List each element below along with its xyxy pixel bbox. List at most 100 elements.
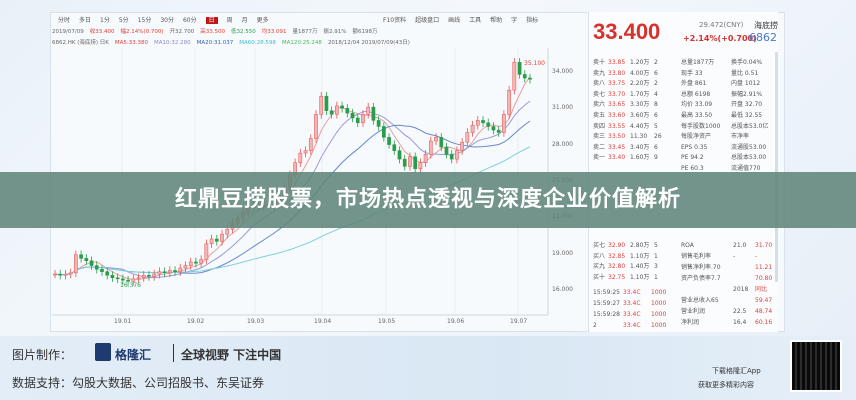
toolbar-button[interactable]: 工具	[469, 17, 482, 24]
stat: 每手股数1000	[681, 122, 721, 130]
divider	[173, 344, 174, 362]
toolbar-button[interactable]: 超级盘口	[415, 17, 440, 24]
cell: 卖六	[593, 101, 606, 109]
candle	[162, 271, 167, 274]
ask-row: 卖六 33.65 3.30万 8	[593, 100, 666, 110]
cell: 买十	[593, 273, 606, 281]
candle	[528, 77, 532, 80]
stat-row: 最高 33.50 最低 32.55	[681, 111, 777, 121]
cell: 2	[654, 59, 658, 66]
stat-row: 现手 33 量比 0.51	[681, 69, 777, 79]
candle	[225, 229, 230, 235]
candle	[314, 114, 318, 139]
stat: PE 94.2	[681, 154, 704, 162]
cell: 9	[654, 154, 658, 162]
toolbar-button[interactable]: 画线	[448, 17, 461, 24]
stat: 内盘 1012	[731, 80, 761, 88]
ask-row: 卖八 33.75 2.20万 2	[593, 79, 666, 89]
candle	[329, 110, 334, 115]
candle	[167, 270, 172, 274]
ma-info-line: 6862.HK (海底捞) 日K MA5:33.380 MA10:32.280 MA2…	[52, 38, 416, 46]
candle	[157, 271, 162, 275]
candle	[115, 277, 120, 280]
ask-row: 卖十 33.85 1.20万 2	[593, 58, 666, 68]
tab-period[interactable]: 月	[241, 17, 248, 24]
tab-period[interactable]: 多日	[79, 17, 92, 24]
cell: 33.4C	[623, 300, 641, 307]
date: 2019/07/09	[52, 29, 84, 35]
candle	[345, 108, 350, 114]
stat-row: PE 94.2 总股本53.00	[681, 153, 777, 163]
candle	[455, 150, 459, 160]
toolbar-button[interactable]: F10资料	[383, 17, 407, 24]
candle	[68, 272, 73, 275]
tab-period[interactable]: 日	[205, 17, 218, 24]
candle	[94, 265, 99, 270]
toolbar-button[interactable]: 字	[511, 17, 518, 24]
open: 开32.700	[169, 29, 195, 35]
y-tick-label: 19.000	[552, 249, 573, 257]
candle	[110, 275, 115, 278]
cell: 3.40万	[630, 143, 650, 151]
tab-period[interactable]: 30分	[160, 17, 174, 24]
tab-period[interactable]: 周	[226, 17, 233, 24]
trade-tick-row: 15:59:27 33.4C 1000	[593, 299, 671, 309]
cell: 8	[654, 101, 658, 109]
x-tick-label: 19.03	[247, 318, 265, 325]
cell: 31.70	[755, 242, 773, 249]
candle	[84, 258, 89, 262]
cell: 32.80	[608, 263, 626, 271]
cell: 4	[654, 90, 658, 98]
date-range[interactable]: 2018/12/04 2019/07/09(43日)	[327, 40, 410, 46]
candle	[502, 114, 506, 133]
trade-tick-row: 15:59:25 33.4C 1000	[593, 288, 671, 298]
toolbar-button[interactable]: 帮助	[490, 17, 503, 24]
candle	[486, 122, 491, 127]
candle	[303, 150, 308, 154]
candle	[355, 117, 360, 124]
cell: 33.70	[608, 90, 626, 98]
qr-code-icon[interactable]	[790, 340, 842, 392]
tab-period[interactable]: 1分	[100, 17, 110, 24]
scrollbar[interactable]	[775, 52, 778, 282]
gelonghui-logo-icon	[95, 343, 111, 361]
quote-info-line: 2019/07/09 收33.400 幅2.14%(0.700) 开32.700 高33…	[52, 27, 383, 35]
tab-period[interactable]: 15分	[137, 17, 152, 24]
cell: 1000	[651, 300, 667, 307]
cell: 买八	[593, 252, 606, 260]
stock-code: 6862	[749, 31, 777, 44]
tab-period[interactable]: 5分	[118, 17, 129, 24]
y-tick-label: 31.000	[552, 104, 573, 112]
tab-period[interactable]: 更多	[256, 17, 269, 24]
footer	[0, 336, 856, 400]
ma5: MA5:33.380	[114, 40, 148, 46]
financial-row: 营业总收入65 59.47	[681, 296, 775, 306]
x-tick-label: 19.02	[187, 318, 205, 325]
cell: 1.20万	[630, 59, 650, 66]
cell: 33.50	[608, 133, 626, 141]
cell: 33.85	[608, 59, 626, 66]
cell: 1.10万	[630, 273, 650, 281]
bid-row: 买九 32.80 1.40万 3	[593, 262, 666, 272]
tab-period[interactable]: 分时	[58, 17, 71, 24]
ma20: MA20:31.037	[196, 40, 234, 46]
tools-toolbar: F10资料 超级盘口 画线 工具 帮助 字 指标	[383, 15, 547, 24]
cell: 5	[654, 122, 658, 130]
candle	[199, 259, 204, 264]
candle	[408, 156, 412, 167]
cell: 4.40万	[630, 122, 650, 130]
financial-row: 净利润 16.4 60.16	[681, 318, 775, 328]
cell: 卖九	[593, 69, 606, 77]
toolbar-button[interactable]: 指标	[526, 17, 539, 24]
cell: 21.0	[733, 242, 747, 249]
maker-label: 图片制作：	[12, 348, 73, 362]
ask-row: 卖九 33.80 4.00万 6	[593, 69, 666, 79]
cell: 买七	[593, 242, 606, 249]
cell: 32.85	[608, 252, 626, 260]
cell: 11.30	[630, 133, 648, 141]
data-source: 数据支持：勾股大数据、公司招股书、东吴证券	[12, 376, 265, 390]
stat-row: 总量1877万 换手0.04%	[681, 58, 777, 68]
financial-row: ROA 21.0 31.70	[681, 241, 775, 251]
tab-period[interactable]: 60分	[182, 17, 197, 24]
stat: 量比 0.51	[731, 69, 759, 77]
